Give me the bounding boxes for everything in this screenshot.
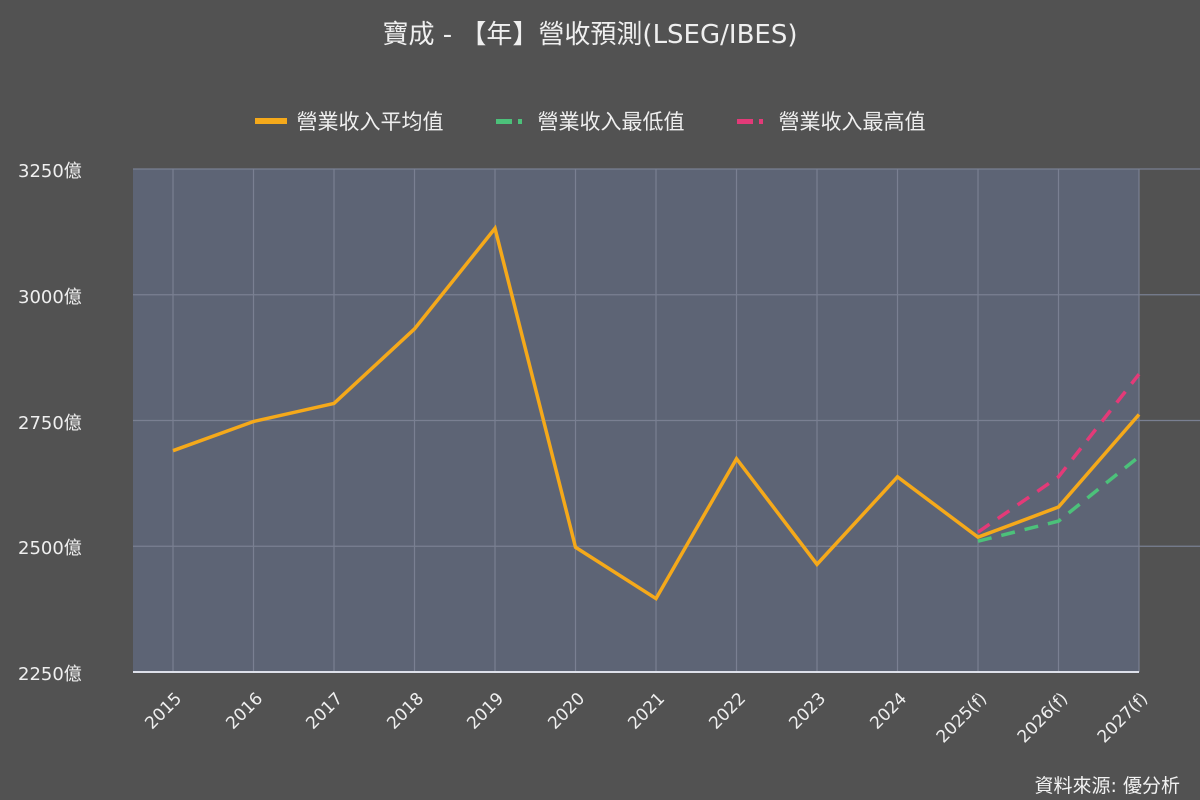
legend-swatch-average bbox=[254, 118, 287, 124]
y-tick-label: 2250億 bbox=[18, 664, 82, 685]
chart-title: 寶成 - 【年】營收預測(LSEG/IBES) bbox=[382, 20, 798, 50]
series-line-average bbox=[172, 224, 1141, 602]
y-tick-label: 2500億 bbox=[18, 538, 82, 560]
y-tick-label: 3000億 bbox=[18, 286, 82, 308]
legend-swatch-minimum bbox=[495, 118, 528, 124]
legend-item-average[interactable]: 營業收入平均值 bbox=[254, 106, 444, 136]
legend-label-maximum: 營業收入最高值 bbox=[778, 110, 926, 134]
series-line-minimum bbox=[977, 455, 1141, 543]
series-line-maximum bbox=[977, 373, 1141, 534]
legend: 營業收入平均值 營業收入最低值 營業收入最高值 bbox=[0, 106, 1180, 136]
legend-item-maximum[interactable]: 營業收入最高值 bbox=[736, 106, 926, 136]
y-tick-label: 3250億 bbox=[18, 161, 82, 182]
y-tick-label: 2750億 bbox=[18, 412, 82, 434]
series-lines bbox=[172, 224, 1141, 602]
legend-label-minimum: 營業收入最低值 bbox=[537, 110, 685, 134]
legend-swatch-maximum bbox=[736, 118, 769, 124]
legend-item-minimum[interactable]: 營業收入最低值 bbox=[495, 106, 685, 136]
grid-lines bbox=[133, 168, 1200, 672]
data-source-label: 資料來源: 優分析 bbox=[1034, 775, 1180, 797]
legend-label-average: 營業收入平均值 bbox=[296, 110, 444, 134]
